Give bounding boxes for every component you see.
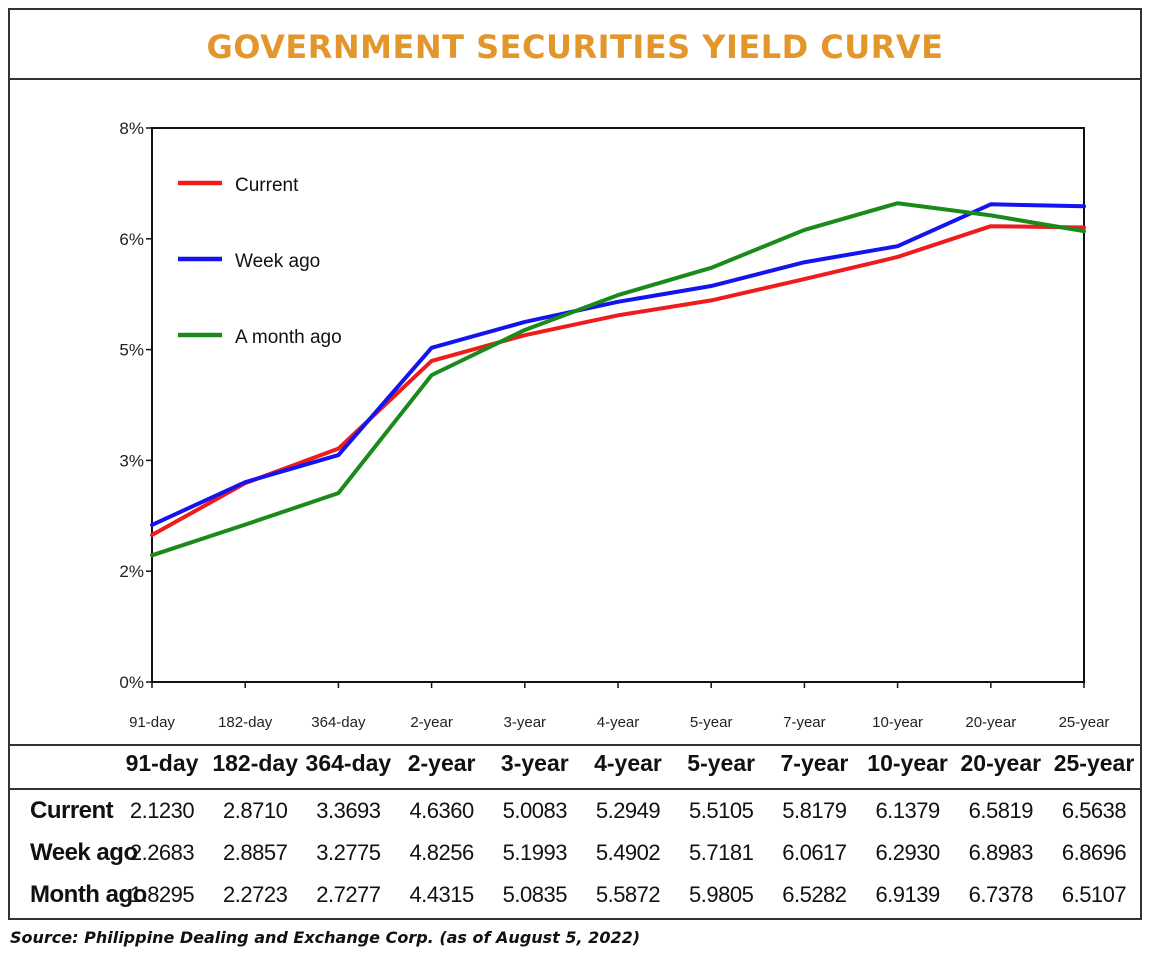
table-cell: 5.7181 [689, 840, 754, 865]
table-cell: 5.5872 [595, 882, 661, 907]
table-cell: 2.1230 [129, 798, 195, 823]
title-bar: GOVERNMENT SECURITIES YIELD CURVE [8, 8, 1142, 80]
table-header-rule [8, 788, 1142, 790]
table-cell: 5.5105 [689, 798, 754, 823]
table-cell: 6.5819 [968, 798, 1034, 823]
table-cell: 5.0083 [502, 798, 568, 823]
x-tick-label: 25-year [1059, 714, 1110, 731]
table-cell: 6.2930 [875, 840, 940, 865]
x-tick-label: 4-year [597, 714, 640, 731]
table-cell: 6.5638 [1061, 798, 1127, 823]
y-tick-label: 2% [119, 562, 144, 581]
y-tick-label: 0% [119, 673, 144, 692]
x-tick-label: 91-day [129, 714, 175, 731]
table-cell: 4.6360 [409, 798, 474, 823]
table-cell: 4.4315 [409, 882, 474, 907]
legend-label: Week ago [235, 251, 320, 272]
x-tick-label: 7-year [783, 714, 826, 731]
table-row-label: Week ago [30, 839, 138, 866]
table-cell: 4.8256 [409, 840, 474, 865]
table-cell: 3.2775 [316, 840, 381, 865]
x-tick-label: 182-day [218, 714, 273, 731]
table-row-label: Current [30, 797, 114, 824]
table-column-header: 4-year [594, 750, 662, 776]
table-cell: 6.9139 [875, 882, 940, 907]
table-cell: 2.8857 [223, 840, 288, 865]
table-row-label: Month ago [30, 881, 147, 908]
table-column-header: 20-year [960, 750, 1042, 776]
table-cell: 6.0617 [782, 840, 847, 865]
table-cell: 6.5107 [1061, 882, 1127, 907]
table-column-header: 7-year [780, 750, 849, 776]
table-cell: 6.1379 [875, 798, 940, 823]
table-column-header: 10-year [867, 750, 948, 776]
table-column-header: 5-year [687, 750, 756, 776]
x-tick-label: 364-day [311, 714, 366, 731]
table-column-header: 91-day [125, 750, 199, 776]
infographic-frame [8, 8, 1142, 920]
table-cell: 5.2949 [595, 798, 661, 823]
x-tick-label: 5-year [690, 714, 733, 731]
series-line-0 [150, 224, 1086, 537]
chart-title: GOVERNMENT SECURITIES YIELD CURVE [206, 28, 944, 66]
table-cell: 6.8696 [1061, 840, 1127, 865]
table-cell: 2.2723 [223, 882, 288, 907]
table-column-header: 3-year [500, 750, 569, 776]
legend-label: Current [235, 175, 299, 196]
table-cell: 6.8983 [968, 840, 1034, 865]
y-tick-label: 8% [119, 119, 144, 138]
table-cell: 6.5282 [782, 882, 847, 907]
table-cell: 6.7378 [968, 882, 1034, 907]
y-tick-label: 6% [119, 230, 144, 249]
x-tick-label: 10-year [872, 714, 923, 731]
legend-label: A month ago [235, 327, 342, 348]
x-tick-label: 3-year [504, 714, 547, 731]
table-cell: 5.0835 [502, 882, 568, 907]
source-note: Source: Philippine Dealing and Exchange … [10, 928, 641, 947]
table-column-header: 25-year [1053, 750, 1135, 776]
series-line-2 [150, 201, 1086, 558]
table-cell: 2.7277 [316, 882, 381, 907]
table-cell: 5.4902 [595, 840, 661, 865]
x-tick-label: 20-year [965, 714, 1016, 731]
table-cell: 1.8295 [129, 882, 195, 907]
table-cell: 2.8710 [223, 798, 288, 823]
table-cell: 3.3693 [316, 798, 381, 823]
yield-curve-chart: 0% 2% 3% 5% 6% 8% 91-day 182-day 364-day 2-year 3-… [119, 119, 1110, 731]
table-cell: 5.9805 [689, 882, 754, 907]
table-column-header: 364-day [305, 750, 392, 776]
series-line-1 [150, 202, 1086, 527]
table-top-rule [8, 744, 1142, 746]
table-column-header: 182-day [212, 750, 299, 776]
table-cell: 5.1993 [502, 840, 568, 865]
table-column-header: 2-year [407, 750, 476, 776]
table-cell: 5.8179 [782, 798, 847, 823]
y-tick-label: 5% [119, 341, 144, 360]
table-cell: 2.2683 [129, 840, 195, 865]
y-tick-label: 3% [119, 451, 144, 470]
x-tick-label: 2-year [410, 714, 453, 731]
